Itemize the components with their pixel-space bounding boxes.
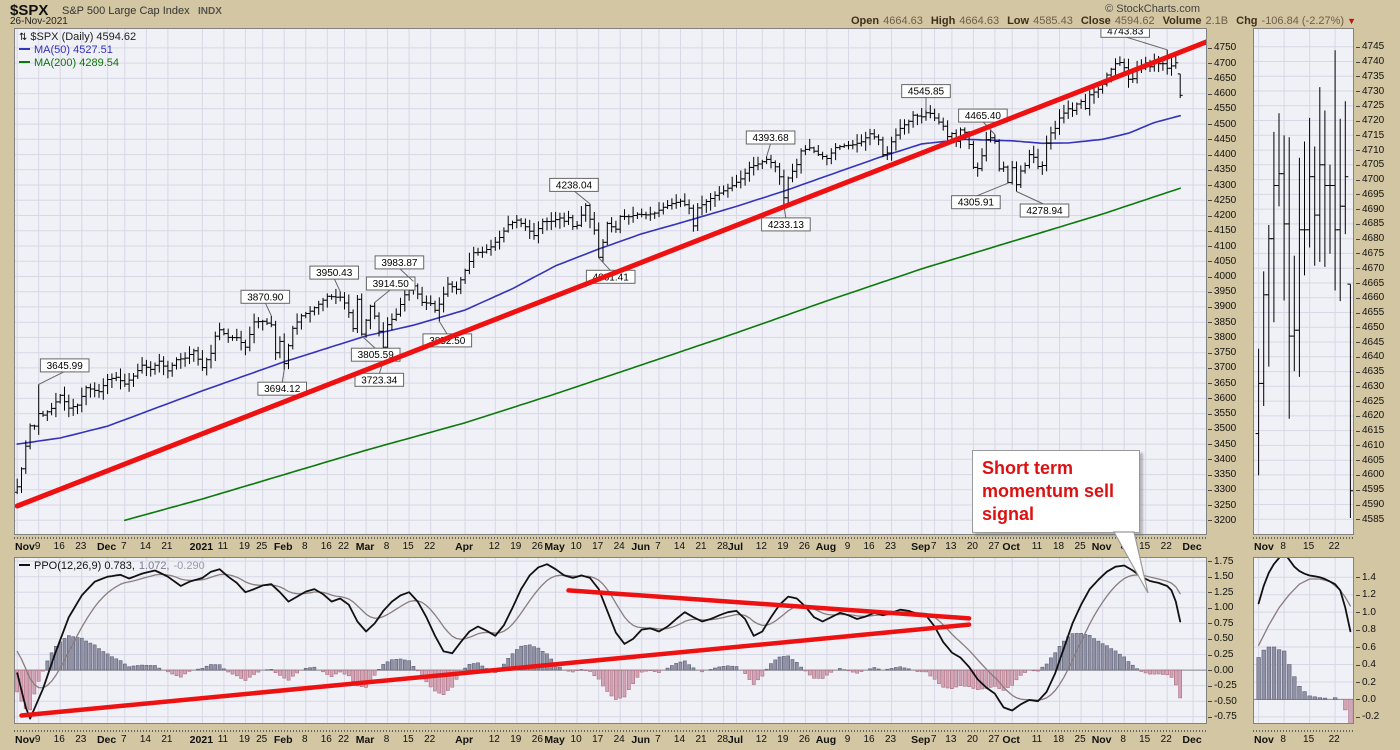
low-label: Low — [1007, 15, 1030, 27]
legend-row-spx: ⇅ $SPX (Daily) 4594.62 — [19, 31, 136, 44]
ppo-legend-series: PPO(12,26,9) 0.783, — [34, 560, 135, 572]
svg-text:3723.34: 3723.34 — [361, 375, 398, 386]
svg-text:4305.91: 4305.91 — [958, 198, 995, 209]
svg-text:4061.41: 4061.41 — [593, 272, 630, 283]
legend-ma50-label: MA(50) 4527.51 — [34, 44, 113, 56]
callout-line-2: momentum sell — [982, 481, 1115, 502]
legend-spx-label: $SPX (Daily) 4594.62 — [30, 31, 137, 43]
zoom-x-axis-bottom: Nov 8 15 22 — [1253, 730, 1354, 746]
high-value: 4664.63 — [959, 15, 1000, 27]
legend-row-ma50: MA(50) 4527.51 — [19, 44, 136, 57]
zoom-price-chart-svg — [1254, 29, 1354, 534]
ppo-indicator-svg — [15, 558, 1206, 723]
main-x-axis-top: Nov 9 16 23 Dec 7 14 21 2021 11 19 25 Feb 8 16 22 Mar 8 15… — [14, 537, 1207, 553]
close-label: Close — [1080, 15, 1111, 27]
updown-arrows-icon: ⇅ — [19, 32, 28, 43]
svg-text:4743.83: 4743.83 — [1107, 29, 1144, 37]
legend-ma200-label: MA(200) 4289.54 — [34, 57, 119, 69]
sell-signal-callout: Short term momentum sell signal — [972, 450, 1140, 534]
svg-text:3870.90: 3870.90 — [247, 292, 284, 303]
zoom-x-axis-top: Nov 8 15 22 — [1253, 537, 1354, 553]
index-name: S&P 500 Large Cap Index — [62, 5, 190, 17]
svg-text:3805.59: 3805.59 — [358, 350, 395, 361]
close-value: 4594.62 — [1114, 15, 1155, 27]
main-chart-legend: ⇅ $SPX (Daily) 4594.62 MA(50) 4527.51 MA(… — [19, 31, 136, 70]
svg-text:3852.50: 3852.50 — [429, 336, 466, 347]
volume-value: 2.1B — [1205, 15, 1229, 27]
svg-text:3950.43: 3950.43 — [316, 268, 353, 279]
ma50-line-swatch — [19, 48, 30, 51]
svg-text:3914.50: 3914.50 — [373, 279, 410, 290]
quote-bar: Open 4664.63 High 4664.63 Low 4585.43 Close 459… — [843, 15, 1356, 27]
zoom-ppo-y-axis: -0.2 0.0 0.2 0.4 0.6 0.8 1.0 1.2 1.4 — [1356, 558, 1400, 723]
zoom-price-chart-panel[interactable] — [1253, 28, 1354, 535]
change-value: -106.84 (-2.27%) — [1261, 15, 1345, 27]
legend-row-ma200: MA(200) 4289.54 — [19, 57, 136, 70]
chart-date: 26-Nov-2021 — [10, 16, 68, 27]
callout-line-3: signal — [982, 504, 1035, 525]
main-x-axis-bottom: Nov 9 16 23 Dec 7 14 21 2021 11 19 25 Feb 8 16 22 Mar 8 15… — [14, 730, 1207, 746]
svg-text:4233.13: 4233.13 — [768, 220, 805, 231]
svg-text:4278.94: 4278.94 — [1026, 206, 1063, 217]
ppo-legend-histogram: -0.290 — [173, 560, 205, 572]
svg-text:3694.12: 3694.12 — [264, 384, 301, 395]
ma200-line-swatch — [19, 61, 30, 64]
svg-text:3983.87: 3983.87 — [381, 258, 418, 269]
zoom-price-y-axis: 4585 4590 4595 4600 4605 4610 4615 4620 4625 4630… — [1356, 29, 1400, 534]
svg-text:4465.40: 4465.40 — [965, 111, 1002, 122]
ppo-y-axis: -0.75 -0.50 -0.25 0.00 0.25 0.50 0.75 1.00 1.25 1… — [1208, 556, 1252, 723]
zoom-ppo-panel[interactable] — [1253, 551, 1354, 725]
open-value: 4664.63 — [883, 15, 923, 27]
main-price-y-axis: 3200 3250 3300 3350 3400 3450 3500 3550 3600 3650… — [1208, 29, 1252, 534]
low-value: 4585.43 — [1033, 15, 1073, 27]
svg-text:4393.68: 4393.68 — [753, 133, 790, 144]
ppo-indicator-panel[interactable] — [14, 557, 1207, 724]
open-label: Open — [850, 15, 880, 27]
change-label: Chg — [1236, 15, 1258, 27]
svg-text:4545.85: 4545.85 — [908, 87, 945, 98]
copyright: © StockCharts.com — [1105, 3, 1200, 15]
symbol: $SPX — [10, 2, 49, 19]
ppo-legend-signal: 1.072, — [138, 560, 170, 572]
svg-text:4238.04: 4238.04 — [556, 180, 593, 191]
callout-pointer — [1112, 531, 1149, 594]
ppo-line-swatch — [19, 564, 30, 567]
high-label: High — [930, 15, 956, 27]
zoom-ppo-svg — [1254, 551, 1353, 725]
exchange-tag: INDX — [198, 6, 222, 17]
ppo-legend: PPO(12,26,9) 0.783, 1.072, -0.290 — [19, 560, 205, 572]
change-down-arrow-icon: ▼ — [1347, 16, 1356, 26]
volume-label: Volume — [1162, 15, 1202, 27]
svg-text:3645.99: 3645.99 — [47, 361, 84, 372]
callout-line-1: Short term — [982, 458, 1074, 478]
main-price-chart-svg: 3645.99 3870.90 3950.43 3914.50 3805.59 3694.… — [14, 23, 1211, 534]
